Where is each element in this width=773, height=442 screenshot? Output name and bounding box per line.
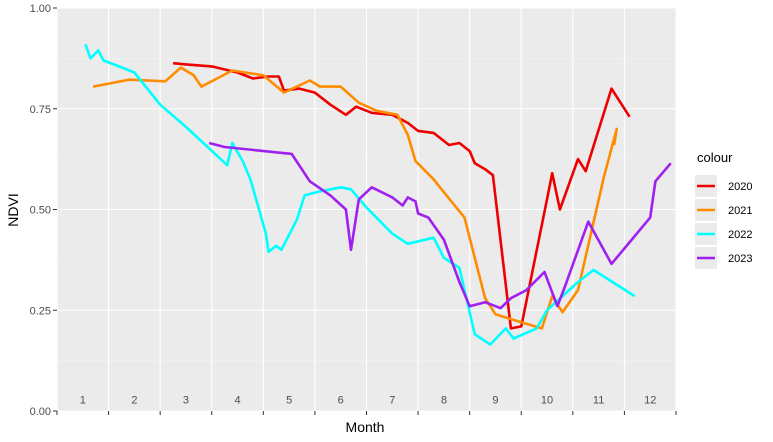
- series-line-2022: [84, 43, 636, 346]
- legend-label-2023: 2023: [728, 253, 752, 265]
- legend-title: colour: [697, 150, 733, 165]
- month-label: 12: [644, 395, 656, 407]
- y-tick-label: 1.00: [30, 3, 51, 15]
- month-label: 7: [389, 395, 395, 407]
- y-tick-label: 0.00: [30, 406, 51, 418]
- y-axis-title: NDVI: [5, 193, 21, 226]
- legend: colour 2020 2021 2022 2023: [695, 150, 752, 269]
- series-line-2023: [208, 141, 672, 310]
- x-axis: [56, 411, 677, 415]
- month-label: 5: [286, 395, 292, 407]
- legend-label-2021: 2021: [728, 205, 752, 217]
- month-label: 3: [183, 395, 189, 407]
- month-label: 6: [338, 395, 344, 407]
- legend-items: 2020 2021 2022 2023: [695, 175, 752, 269]
- y-tick-label: 0.50: [30, 205, 51, 217]
- month-label: 4: [234, 395, 240, 407]
- month-label: 9: [492, 395, 498, 407]
- month-label: 8: [441, 395, 447, 407]
- y-axis: 0.00 0.25 0.50 0.75 1.00: [30, 3, 57, 418]
- series-lines: [84, 43, 672, 346]
- legend-label-2022: 2022: [728, 229, 752, 241]
- month-label: 2: [131, 395, 137, 407]
- y-tick-label: 0.75: [30, 104, 51, 116]
- series-line-2020: [172, 61, 631, 330]
- x-axis-title: Month: [346, 419, 385, 435]
- month-label: 11: [593, 395, 604, 407]
- legend-label-2020: 2020: [728, 181, 752, 193]
- month-labels: 1 2 3 4 5 6 7 8 9 10 11 12: [80, 395, 657, 407]
- month-label: 10: [541, 395, 553, 407]
- month-label: 1: [80, 395, 86, 407]
- y-tick-label: 0.25: [30, 305, 51, 317]
